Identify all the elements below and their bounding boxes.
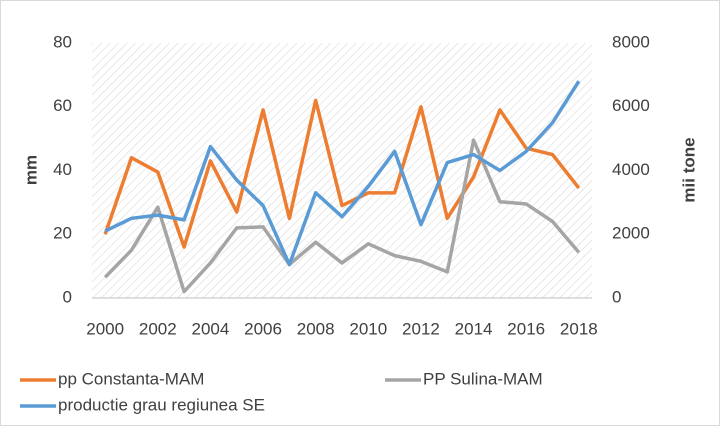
series-line (104, 80, 581, 267)
y-axis-title: mm (21, 155, 40, 185)
x-tick-label: 2018 (560, 319, 598, 338)
legend-label: PP Sulina-MAM (423, 369, 543, 388)
y-tick-label: 60 (53, 96, 72, 115)
y2-tick-label: 6000 (612, 96, 650, 115)
legend-label: pp Constanta-MAM (58, 369, 204, 388)
y-tick-label: 40 (53, 160, 72, 179)
y-tick-label: 0 (63, 287, 72, 306)
y2-tick-label: 0 (612, 287, 621, 306)
legend-label: productie grau regiunea SE (58, 395, 265, 414)
y2-axis-title: mii tone (679, 137, 698, 202)
x-tick-label: 2002 (139, 319, 177, 338)
x-tick-label: 2000 (86, 319, 124, 338)
y2-tick-label: 8000 (612, 32, 650, 51)
x-tick-label: 2014 (455, 319, 493, 338)
y2-tick-label: 2000 (612, 224, 650, 243)
x-tick-label: 2016 (507, 319, 545, 338)
x-tick-label: 2004 (192, 319, 230, 338)
plot-area (92, 43, 592, 298)
x-tick-label: 2012 (402, 319, 440, 338)
series-line (103, 98, 581, 249)
y-tick-label: 20 (53, 224, 72, 243)
x-tick-label: 2008 (297, 319, 335, 338)
series-line (103, 138, 581, 294)
y2-tick-label: 4000 (612, 160, 650, 179)
y-tick-label: 80 (53, 32, 72, 51)
x-tick-label: 2010 (349, 319, 387, 338)
x-tick-label: 2006 (244, 319, 282, 338)
